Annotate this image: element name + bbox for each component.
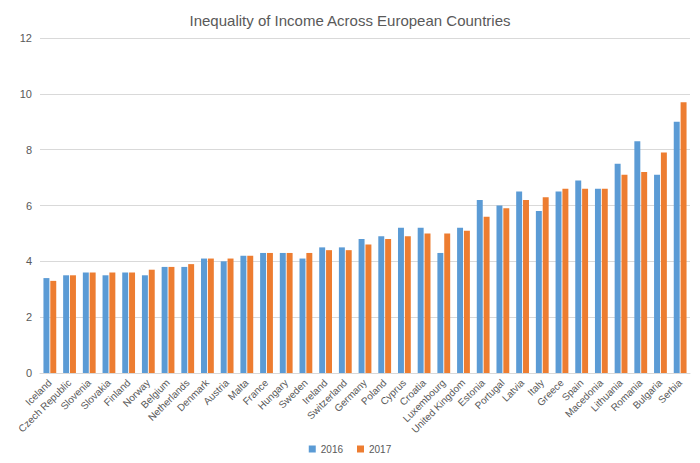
svg-text:Bulgaria: Bulgaria: [630, 377, 665, 411]
svg-text:Cyprus: Cyprus: [378, 377, 409, 408]
svg-text:Macedonia: Macedonia: [562, 377, 606, 420]
svg-text:Hungary: Hungary: [255, 377, 291, 412]
svg-text:United Kingdom: United Kingdom: [409, 377, 467, 435]
svg-text:France: France: [240, 377, 271, 407]
svg-text:10: 10: [20, 88, 32, 100]
svg-text:2017: 2017: [369, 444, 392, 455]
svg-text:Croatia: Croatia: [397, 377, 428, 408]
svg-text:Greece: Greece: [534, 377, 566, 408]
svg-text:4: 4: [26, 255, 32, 267]
svg-text:Netherlands: Netherlands: [145, 377, 192, 423]
svg-text:Ireland: Ireland: [300, 377, 330, 407]
svg-text:Austria: Austria: [201, 377, 231, 407]
svg-text:Portugal: Portugal: [472, 377, 507, 412]
svg-text:Slovenia: Slovenia: [58, 377, 94, 412]
svg-text:Switzerland: Switzerland: [304, 377, 350, 422]
svg-text:Lithuania: Lithuania: [588, 377, 625, 414]
svg-text:2016: 2016: [321, 444, 344, 455]
svg-text:Italy: Italy: [525, 377, 547, 398]
svg-text:Finland: Finland: [101, 377, 133, 408]
svg-text:Spain: Spain: [559, 377, 586, 403]
svg-text:Malta: Malta: [225, 377, 251, 403]
svg-text:Latvia: Latvia: [500, 377, 527, 404]
svg-text:Germany: Germany: [332, 377, 369, 414]
svg-text:Slovakia: Slovakia: [78, 377, 113, 412]
svg-text:Czech Republic: Czech Republic: [16, 377, 74, 435]
svg-text:8: 8: [26, 144, 32, 156]
svg-text:Estonia: Estonia: [455, 377, 488, 409]
svg-text:Inequality of Income Across Eu: Inequality of Income Across European Cou…: [189, 12, 510, 29]
svg-text:Denmark: Denmark: [174, 377, 212, 414]
svg-text:Iceland: Iceland: [23, 377, 54, 408]
svg-text:Belgium: Belgium: [138, 377, 172, 411]
svg-text:2: 2: [26, 311, 32, 323]
svg-text:Luxembourg: Luxembourg: [400, 377, 448, 425]
svg-text:Sweden: Sweden: [276, 377, 310, 411]
svg-text:Poland: Poland: [358, 377, 389, 407]
svg-text:Romania: Romania: [608, 377, 645, 414]
svg-text:12: 12: [20, 32, 32, 44]
svg-text:Serbia: Serbia: [656, 377, 685, 406]
svg-text:6: 6: [26, 200, 32, 212]
svg-text:Norway: Norway: [120, 377, 153, 409]
svg-text:0: 0: [26, 367, 32, 379]
